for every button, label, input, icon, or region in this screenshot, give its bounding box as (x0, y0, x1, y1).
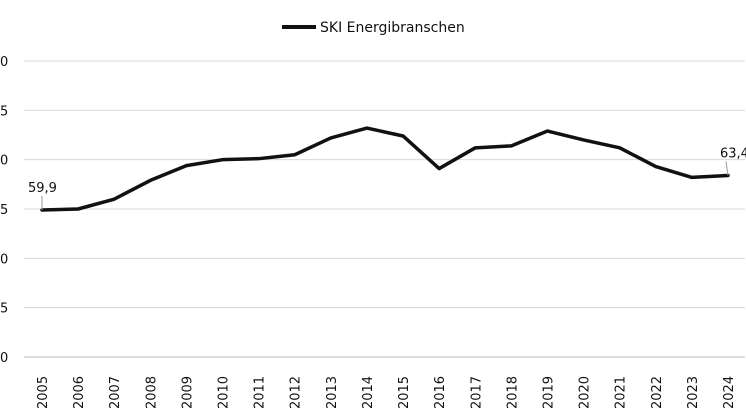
legend: SKI Energibranschen (282, 20, 465, 36)
x-tick-label: 2024 (722, 376, 737, 409)
x-tick-label: 2007 (108, 376, 123, 409)
x-tick-label: 2012 (289, 376, 304, 409)
gridlines (24, 60, 745, 358)
data-label-leader (725, 161, 729, 176)
x-axis-tick-labels: 2005 2006 2007 2008 2009 2010 2011 2012 2013 2014… (36, 376, 737, 409)
y-axis-tick-labels: 0 5 0 5 0 5 0 (0, 55, 8, 366)
x-tick-label: 2010 (217, 376, 232, 409)
legend-label: SKI Energibranschen (320, 20, 465, 36)
x-tick-label: 2021 (614, 376, 629, 409)
y-tick-label: 5 (0, 203, 8, 218)
x-tick-label: 2019 (541, 376, 556, 409)
y-tick-label: 5 (0, 302, 8, 317)
x-tick-label: 2020 (578, 376, 593, 409)
data-label: 59,9 (28, 181, 57, 196)
x-tick-label: 2014 (361, 376, 376, 409)
x-tick-label: 2006 (72, 376, 87, 409)
y-tick-label: 0 (0, 351, 8, 366)
y-tick-label: 0 (0, 55, 8, 70)
data-label: 63,4 (720, 146, 746, 161)
y-tick-label: 0 (0, 154, 8, 169)
series-group (40, 126, 730, 212)
x-tick-label: 2023 (686, 376, 701, 409)
y-tick-label: 0 (0, 252, 8, 267)
x-tick-label: 2011 (253, 376, 268, 409)
x-tick-label: 2008 (144, 376, 159, 409)
x-tick-label: 2022 (650, 376, 665, 409)
x-tick-label: 2005 (36, 376, 51, 409)
x-tick-label: 2018 (505, 376, 520, 409)
x-tick-label: 2016 (433, 376, 448, 409)
y-tick-label: 5 (0, 104, 8, 119)
x-tick-label: 2009 (180, 376, 195, 409)
series-line (40, 126, 730, 212)
x-tick-label: 2013 (325, 376, 340, 409)
annotations-group: 59,9 63,4 (28, 146, 746, 210)
x-tick-label: 2017 (469, 376, 484, 409)
x-tick-label: 2015 (397, 376, 412, 409)
